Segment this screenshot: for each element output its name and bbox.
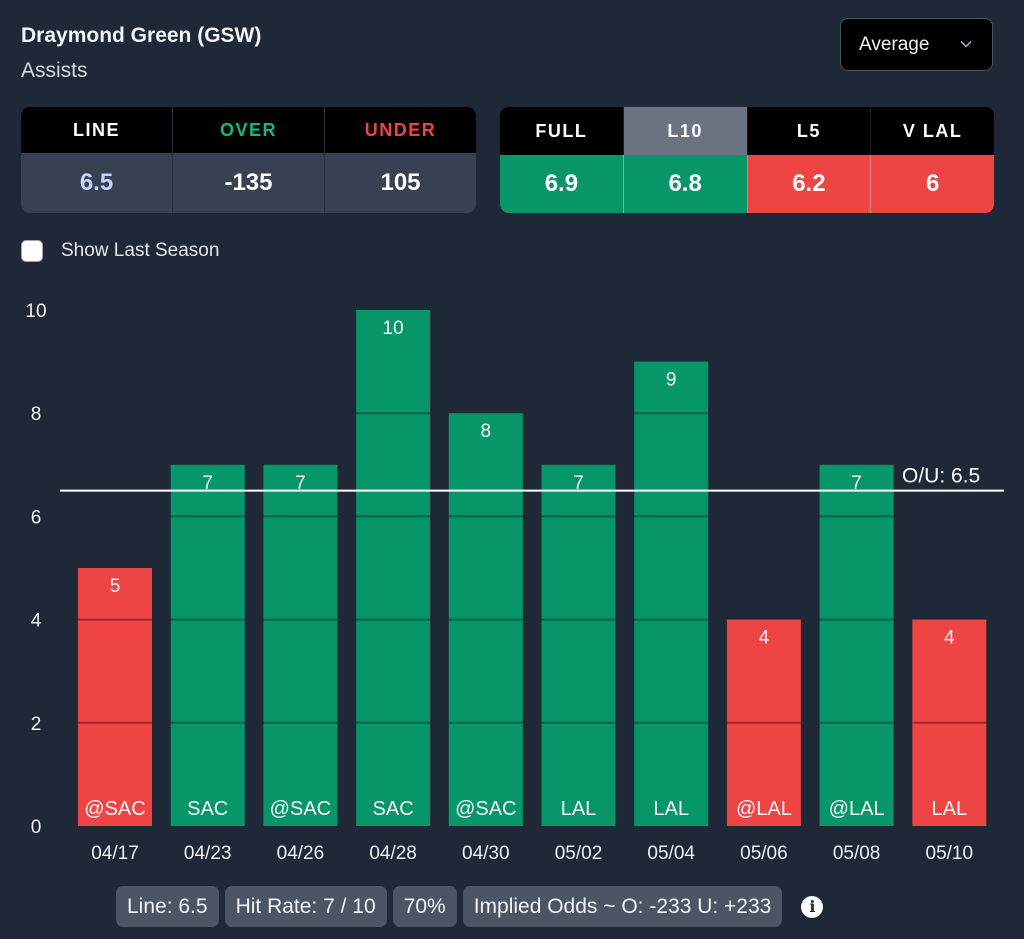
player-title: Draymond Green (GSW) xyxy=(21,24,262,47)
dropdown-selected-value: Average xyxy=(859,33,930,55)
odds-table: LINE OVER UNDER 6.5 -135 105 xyxy=(21,107,476,213)
bar-value-label: 7 xyxy=(851,473,862,494)
x-tick-label: 05/06 xyxy=(740,843,788,864)
implied-odds-pill: Implied Odds ~ O: -233 U: +233 xyxy=(462,886,783,927)
bar xyxy=(78,568,152,826)
bar xyxy=(263,464,338,826)
bar-opponent-label: @SAC xyxy=(270,798,331,820)
x-tick-label: 05/02 xyxy=(555,843,603,864)
show-last-season-toggle[interactable]: Show Last Season xyxy=(21,240,219,262)
l5-average-value: 6.2 xyxy=(747,155,872,213)
over-under-label: O/U: 6.5 xyxy=(902,465,980,488)
bar xyxy=(634,361,709,826)
bar xyxy=(448,413,523,826)
x-tick-label: 04/28 xyxy=(369,843,417,864)
tab-v-lal[interactable]: V LAL xyxy=(902,120,963,141)
tab-full[interactable]: FULL xyxy=(500,107,624,155)
header-line: LINE xyxy=(21,107,173,153)
bar-opponent-label: SAC xyxy=(373,798,414,820)
x-tick-label: 05/04 xyxy=(647,843,695,864)
info-icon[interactable]: i xyxy=(801,895,824,918)
summary-footer: Line: 6.5 Hit Rate: 7 / 10 70% Implied O… xyxy=(116,886,824,927)
assists-bar-chart: 0 2 4 6 8 10 5 @SAC 04/17 7 SAC 04/23 7 @SAC 04/26 10 SA… xyxy=(25,301,1004,864)
x-tick-label: 04/26 xyxy=(277,843,325,864)
bar xyxy=(726,619,801,826)
bar-opponent-label: @LAL xyxy=(736,798,792,820)
bar-value-label: 5 xyxy=(110,576,121,597)
line-value: 6.5 xyxy=(21,153,173,213)
y-tick-label: 10 xyxy=(25,301,46,322)
bar-opponent-label: LAL xyxy=(561,798,597,820)
x-tick-label: 04/23 xyxy=(184,843,232,864)
header-over: OVER xyxy=(173,107,325,153)
hit-percent-pill: 70% xyxy=(392,886,457,927)
bar xyxy=(819,464,894,826)
x-tick-label: 05/08 xyxy=(833,843,881,864)
bar-value-label: 8 xyxy=(481,421,492,442)
hit-rate-pill: Hit Rate: 7 / 10 xyxy=(224,886,387,927)
tab-l5[interactable]: L5 xyxy=(748,107,872,155)
show-last-season-checkbox[interactable] xyxy=(21,240,43,262)
average-dropdown[interactable]: Average xyxy=(840,18,993,71)
bar-value-label: 10 xyxy=(383,318,404,339)
averages-table-header: FULL L10 L5 V LAL xyxy=(500,107,994,155)
bar xyxy=(541,464,616,826)
x-tick-label: 04/30 xyxy=(462,843,510,864)
chevron-down-icon xyxy=(960,40,972,48)
bar-value-label: 4 xyxy=(759,628,770,649)
bar xyxy=(912,619,987,826)
bar-opponent-label: LAL xyxy=(932,798,968,820)
bar-opponent-label: LAL xyxy=(653,798,689,820)
bar xyxy=(356,310,431,826)
header-under: UNDER xyxy=(364,119,437,140)
full-average-value: 6.9 xyxy=(500,155,624,213)
bar xyxy=(170,464,245,826)
bar-opponent-label: SAC xyxy=(187,798,228,820)
y-tick-label: 0 xyxy=(31,817,42,838)
x-tick-label: 05/10 xyxy=(926,843,974,864)
bar-value-label: 7 xyxy=(202,473,213,494)
bar-value-label: 4 xyxy=(944,628,955,649)
over-odds-value: -135 xyxy=(173,153,325,213)
stat-subtitle: Assists xyxy=(21,59,88,82)
x-tick-label: 04/17 xyxy=(91,843,139,864)
averages-table: FULL L10 L5 V LAL 6.9 6.8 6.2 6 xyxy=(500,107,994,213)
bar-opponent-label: @SAC xyxy=(455,798,516,820)
bar-value-label: 7 xyxy=(573,473,584,494)
v-lal-average-value: 6 xyxy=(871,155,994,213)
odds-table-values: 6.5 -135 105 xyxy=(21,153,476,213)
y-tick-label: 2 xyxy=(31,714,42,735)
show-last-season-label: Show Last Season xyxy=(61,240,220,261)
tab-l10[interactable]: L10 xyxy=(623,107,748,155)
y-tick-label: 4 xyxy=(31,611,42,632)
odds-table-header: LINE OVER UNDER xyxy=(21,107,476,153)
bar-value-label: 9 xyxy=(666,370,677,391)
averages-table-values: 6.9 6.8 6.2 6 xyxy=(500,155,994,213)
bar-value-label: 7 xyxy=(295,473,306,494)
bar-opponent-label: @SAC xyxy=(84,798,145,820)
line-pill: Line: 6.5 xyxy=(116,886,219,927)
under-odds-value: 105 xyxy=(380,169,421,196)
bar-opponent-label: @LAL xyxy=(829,798,885,820)
y-tick-label: 8 xyxy=(31,404,42,425)
y-tick-label: 6 xyxy=(31,507,42,528)
l10-average-value: 6.8 xyxy=(623,155,748,213)
